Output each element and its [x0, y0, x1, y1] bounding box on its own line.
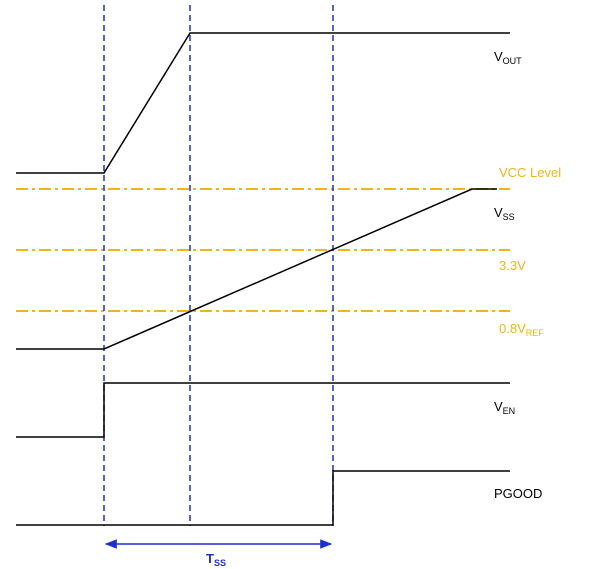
- waveforms: [16, 32, 510, 526]
- tss-label: TSS: [206, 551, 226, 568]
- pgood-waveform: [16, 470, 510, 526]
- reference-levels: [16, 188, 510, 312]
- ven-waveform: [16, 382, 510, 438]
- pgood-label: PGOOD: [494, 486, 542, 501]
- vss-waveform: [16, 188, 497, 350]
- v33-level-label: 3.3V: [499, 258, 526, 273]
- vout-waveform: [16, 32, 510, 174]
- vout-label: VOUT: [494, 49, 522, 66]
- vref-level-label: 0.8VREF: [499, 321, 544, 338]
- ven-label: VEN: [494, 399, 515, 416]
- vcc-level-label: VCC Level: [499, 165, 561, 180]
- time-markers: [103, 5, 334, 526]
- vss-label: VSS: [494, 205, 515, 222]
